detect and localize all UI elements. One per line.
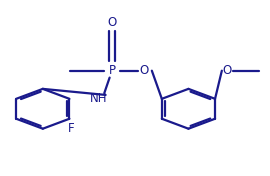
Text: O: O: [108, 16, 117, 29]
Text: P: P: [109, 64, 116, 77]
Text: O: O: [222, 64, 232, 77]
Text: NH: NH: [90, 92, 108, 105]
Text: F: F: [68, 122, 74, 135]
Text: O: O: [140, 64, 149, 77]
